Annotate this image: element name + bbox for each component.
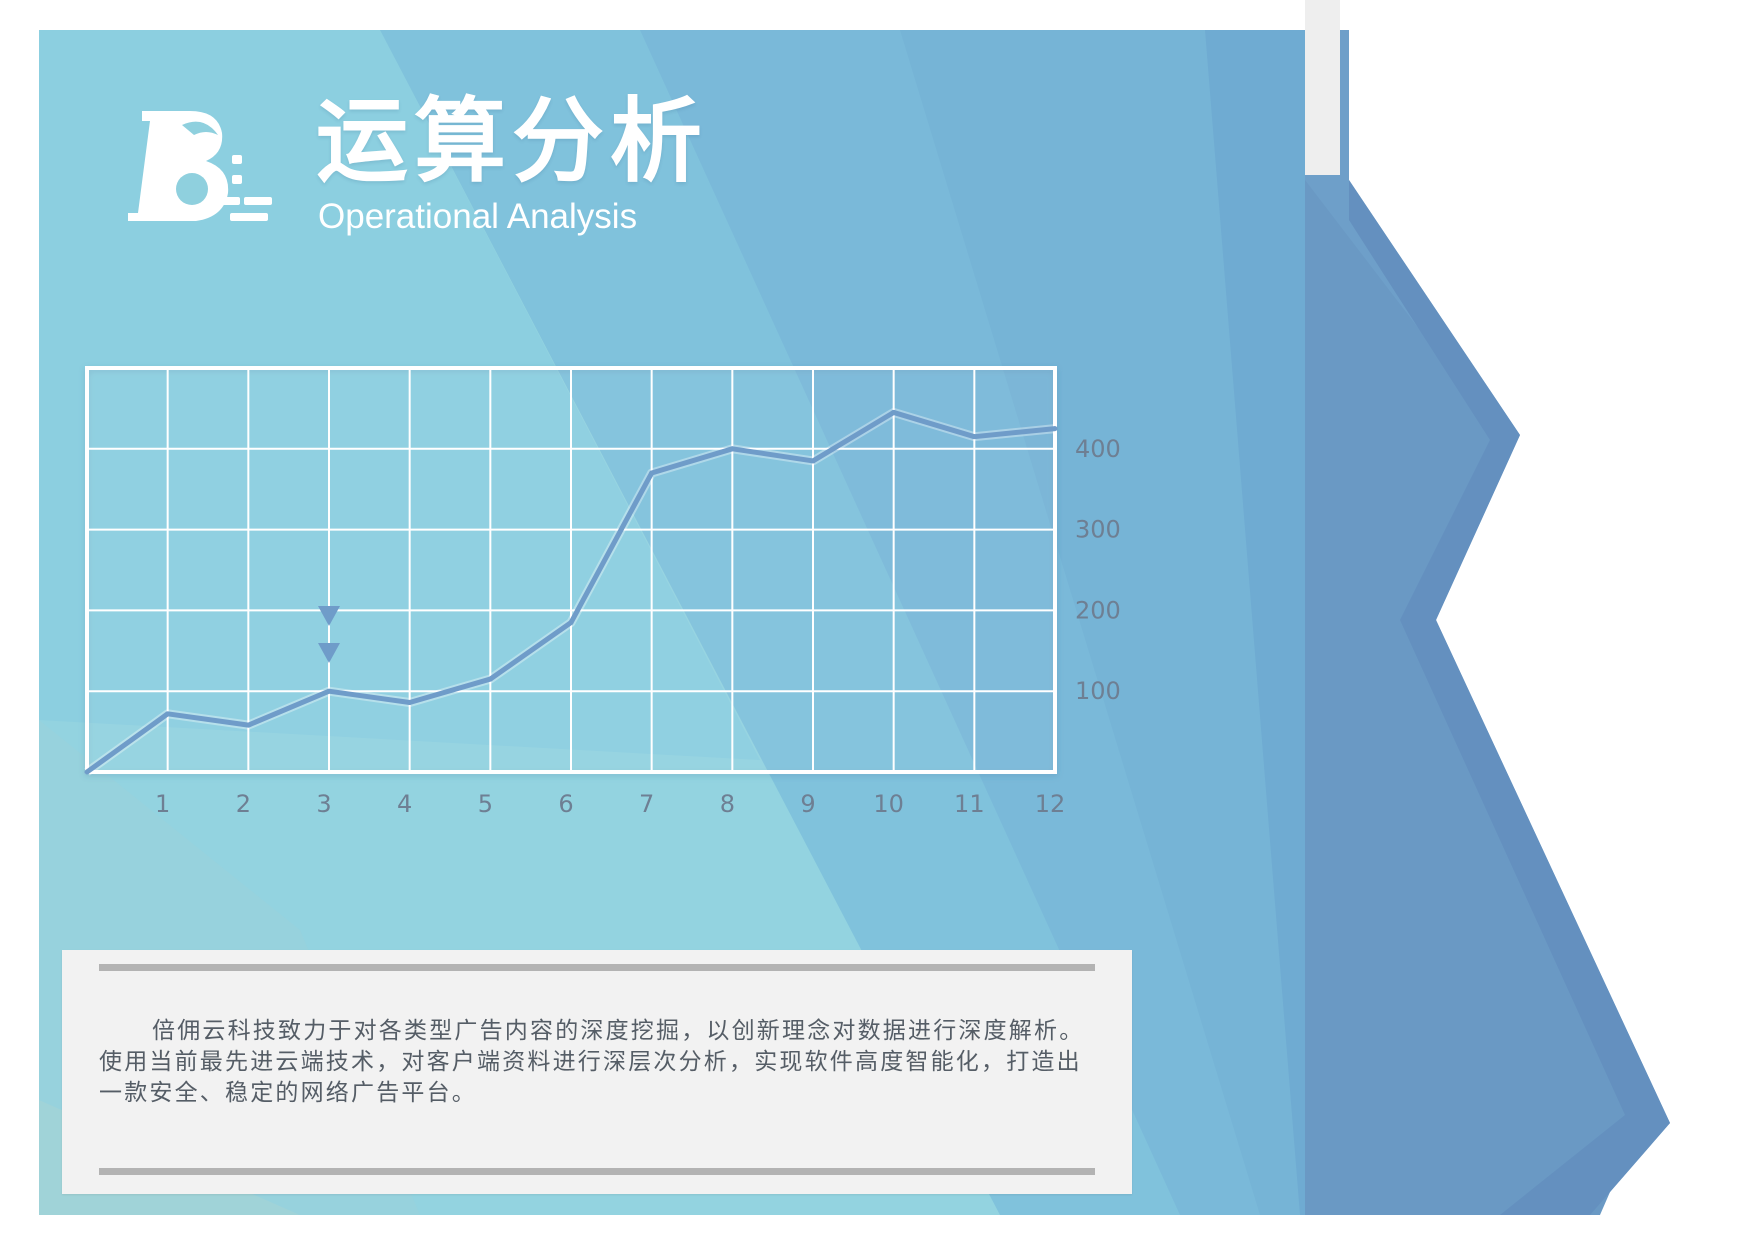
series-point [1052,426,1058,432]
x-axis-ticks: 1 2 3 4 5 6 7 8 9 10 11 12 [155,790,1065,818]
x-tick-label: 7 [639,790,654,818]
divider-bottom [99,1168,1095,1175]
down-arrow-icon [318,606,340,626]
down-arrow-icon [318,643,340,663]
x-tick-label: 3 [316,790,331,818]
y-tick-label: 100 [1075,677,1121,705]
series-point [891,409,897,415]
series-point [568,620,574,626]
x-tick-label: 8 [720,790,735,818]
y-axis-ticks: 400 300 200 100 [1075,435,1121,705]
chart-grid [87,368,1055,772]
x-tick-label: 9 [800,790,815,818]
chart-annotation-marker [318,606,340,663]
series-point [971,434,977,440]
series-point [84,769,90,775]
x-tick-label: 1 [155,790,170,818]
description-text: 倍佣云科技致力于对各类型广告内容的深度挖掘，以创新理念对数据进行深度解析。使用当… [99,1018,1085,1106]
x-tick-label: 4 [397,790,412,818]
series-point [810,458,816,464]
series-point [326,688,332,694]
series-point [729,446,735,452]
y-tick-label: 300 [1075,516,1121,544]
x-tick-label: 12 [1035,790,1066,818]
series-point [165,711,171,717]
y-tick-label: 200 [1075,596,1121,624]
series-point [245,722,251,728]
bull-logo-icon [128,111,272,221]
series-point [487,676,493,682]
page-title: 运算分析 [316,88,709,195]
series-point [649,470,655,476]
page-subtitle: Operational Analysis [318,197,638,236]
y-tick-label: 400 [1075,435,1121,463]
chart-series [84,407,1058,776]
x-tick-label: 2 [236,790,251,818]
series-point [407,700,413,706]
divider-top [99,964,1095,971]
x-tick-label: 10 [873,790,904,818]
x-tick-label: 5 [478,790,493,818]
x-tick-label: 6 [558,790,573,818]
x-tick-label: 11 [954,790,985,818]
description-box: 倍佣云科技致力于对各类型广告内容的深度挖掘，以创新理念对数据进行深度解析。使用当… [62,950,1132,1194]
